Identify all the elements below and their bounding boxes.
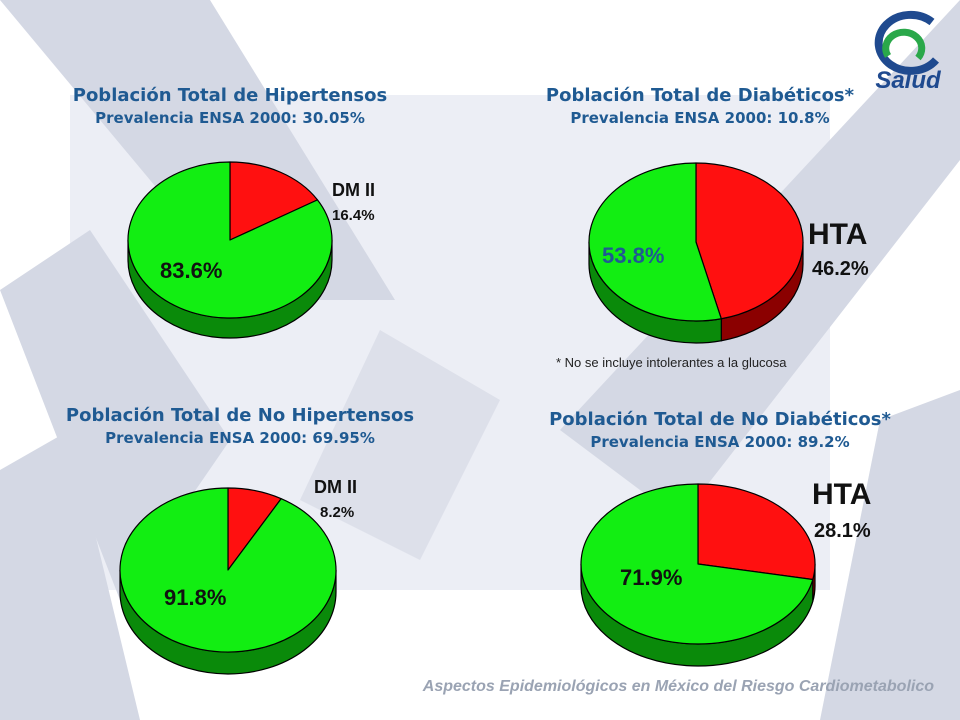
salud-logo: Salud (874, 10, 942, 92)
chart-3-title: Población Total de No Hipertensos (65, 405, 415, 426)
chart-4-slice-1-label: 28.1% (814, 520, 871, 542)
chart-1-title: Población Total de Hipertensos (72, 85, 388, 106)
chart-2-slice-1-name: HTA (808, 218, 868, 251)
chart-4-subtitle: Prevalencia ENSA 2000: 89.2% (590, 433, 850, 451)
chart-1-slice-2-label: 83.6% (160, 258, 223, 283)
logo-text: Salud (875, 67, 942, 92)
chart-1-subtitle: Prevalencia ENSA 2000: 30.05% (95, 109, 365, 127)
chart-3-pie (119, 487, 337, 675)
chart-2-slice-1-label: 46.2% (812, 258, 869, 280)
chart-3-heading: Población Total de No Hipertensos Preval… (20, 404, 460, 448)
chart-4-slice-2-label: 71.9% (620, 565, 683, 590)
chart-3-slice-1-name: DM II (314, 477, 357, 497)
chart-4-slice-1-name: HTA (812, 478, 872, 511)
pie-1-slice-2 (127, 161, 333, 319)
chart-2-heading: Población Total de Diabéticos* Prevalenc… (490, 84, 910, 128)
chart-1-pie (127, 161, 333, 339)
chart-4-pie (580, 483, 816, 667)
chart-2-slice-2-label: 53.8% (602, 243, 665, 268)
footer-caption: Aspectos Epidemiológicos en México del R… (422, 678, 934, 695)
pie-4-slice-1 (697, 483, 816, 581)
chart-1-heading: Población Total de Hipertensos Prevalenc… (30, 84, 430, 128)
pie-2-slice-1 (695, 162, 804, 320)
chart-3-subtitle: Prevalencia ENSA 2000: 69.95% (105, 429, 375, 447)
chart-2-pie (588, 162, 804, 344)
pie-4-slice-2 (580, 483, 814, 645)
chart-1-slice-1-label: 16.4% (332, 207, 375, 224)
pie-3-slice-2 (119, 487, 337, 653)
chart-2-subtitle: Prevalencia ENSA 2000: 10.8% (570, 109, 830, 127)
chart-3-slice-2-label: 91.8% (164, 585, 227, 610)
chart-3-slice-1-label: 8.2% (320, 504, 355, 521)
chart-1-slice-1-name: DM II (332, 180, 375, 200)
chart-4-heading: Población Total de No Diabéticos* Preval… (500, 408, 940, 452)
pie-1-slice-1 (229, 161, 319, 241)
footnote: * No se incluye intolerantes a la glucos… (556, 355, 787, 370)
logo-swirl-outer (874, 10, 939, 75)
chart-2-title: Población Total de Diabéticos* (545, 85, 855, 106)
logo-swirl-inner (882, 28, 926, 61)
chart-4-title: Población Total de No Diabéticos* (549, 409, 891, 430)
pie-2-slice-2 (588, 162, 722, 322)
